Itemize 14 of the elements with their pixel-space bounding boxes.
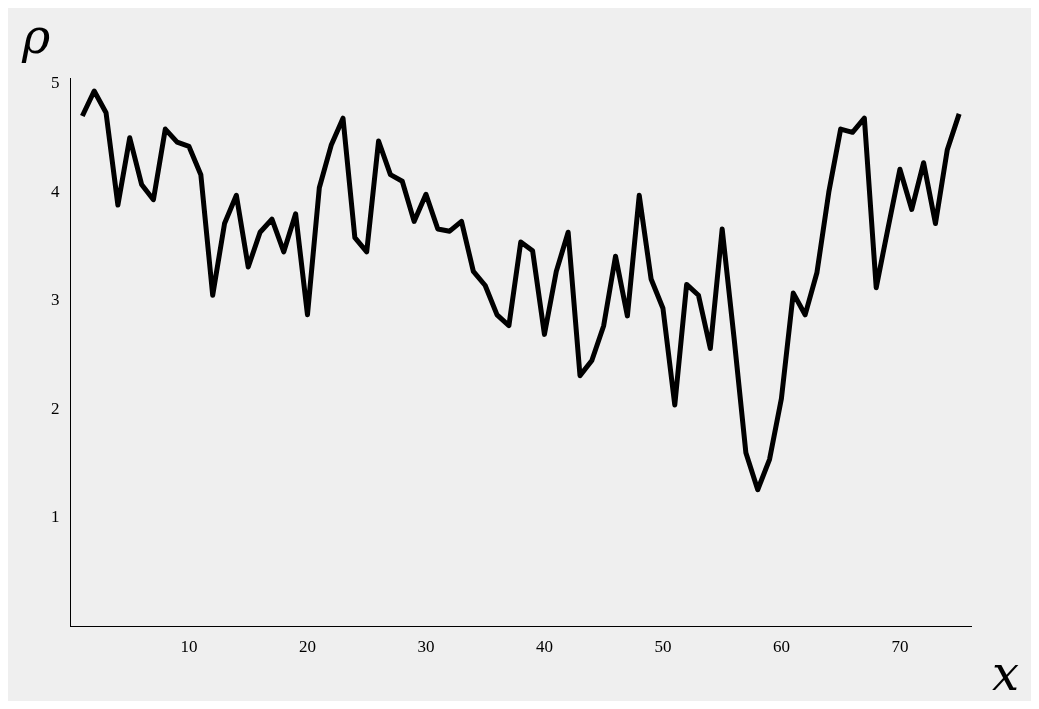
x-axis-title: x: [991, 645, 1019, 701]
y-tick-label: 4: [51, 181, 60, 201]
y-tick-label: 1: [51, 507, 60, 527]
y-axis-title: ρ: [22, 8, 51, 64]
x-tick-label: 10: [180, 637, 198, 657]
x-tick-label: 20: [298, 637, 316, 657]
x-tick-label: 30: [417, 637, 435, 657]
y-tick-label: 3: [51, 290, 60, 310]
x-tick-label: 40: [535, 637, 553, 657]
y-tick-label: 5: [51, 72, 60, 92]
x-tick-label: 60: [772, 637, 790, 657]
x-tick-label: 70: [891, 637, 909, 657]
x-tick-label: 50: [654, 637, 672, 657]
y-tick-label: 2: [51, 398, 60, 418]
